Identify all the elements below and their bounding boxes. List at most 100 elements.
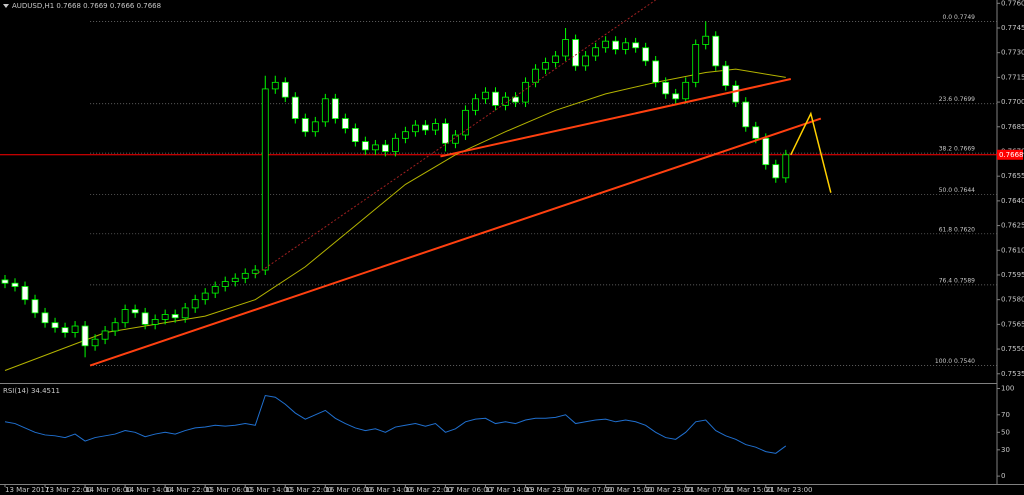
candle-body <box>271 81 279 90</box>
x-tick-label: 21 Mar 15:00 <box>726 486 773 494</box>
candle-body <box>772 164 780 179</box>
candle-body <box>532 68 539 83</box>
trendline <box>89 117 822 367</box>
candle-body <box>742 101 750 128</box>
candle-body <box>752 126 760 139</box>
candle-body <box>121 309 129 324</box>
menu-icon <box>3 4 9 8</box>
candle-body <box>492 91 499 106</box>
y-tick-label: 0.7550 <box>1001 345 1024 353</box>
x-tick-label: 20 Mar 07:00 <box>566 486 613 494</box>
y-tick-label: 0.7625 <box>1001 222 1024 230</box>
candle-body <box>251 269 259 274</box>
x-tick-label: 21 Mar 23:00 <box>766 486 813 494</box>
candle-body <box>432 123 439 131</box>
candle-body <box>201 292 209 301</box>
x-tick-label: 14 Mar 14:00 <box>125 486 172 494</box>
candle-body <box>111 322 119 332</box>
candle-body <box>41 312 49 324</box>
candle-body <box>61 327 69 334</box>
x-tick-label: 20 Mar 15:00 <box>606 486 653 494</box>
fib-label: 23.6 0.7699 <box>939 96 975 103</box>
fib-label: 76.4 0.7589 <box>939 277 975 284</box>
candle-body <box>291 96 299 119</box>
x-tick-label: 13 Mar 2017 <box>5 486 49 494</box>
candle-body <box>311 121 319 133</box>
candle-body <box>512 96 519 103</box>
y-tick-label: 0.7595 <box>1001 271 1024 279</box>
fib-label: 100.0 0.7540 <box>935 358 975 365</box>
candle-body <box>412 124 419 133</box>
candle-body <box>702 35 710 45</box>
candle-body <box>301 118 309 133</box>
candle-body <box>542 62 549 70</box>
fib-label: 50.0 0.7644 <box>939 187 975 194</box>
y-tick-label: 0.7700 <box>1001 98 1024 106</box>
candle-body <box>662 81 670 95</box>
y-tick-label: 0.7535 <box>1001 370 1024 378</box>
rsi-line <box>4 394 787 454</box>
candle-body <box>472 98 479 111</box>
moving-average <box>4 68 786 371</box>
x-tick-label: 19 Mar 23:00 <box>526 486 573 494</box>
candle-body <box>221 281 229 287</box>
candle-body <box>21 286 29 301</box>
fib-label: 38.2 0.7669 <box>939 146 975 153</box>
candle-body <box>482 91 489 100</box>
candle-body <box>612 40 620 50</box>
candle-body <box>101 330 109 340</box>
trendline <box>440 78 792 158</box>
x-tick-label: 13 Mar 22:00 <box>45 486 92 494</box>
candle-body <box>1 279 9 284</box>
candle-body <box>331 98 339 119</box>
candle-body <box>422 124 429 131</box>
y-tick-label: 0.7640 <box>1001 197 1024 205</box>
x-tick-label: 16 Mar 14:00 <box>365 486 412 494</box>
y-tick-label: 0.7730 <box>1001 49 1024 57</box>
x-tick-label: 16 Mar 06:00 <box>325 486 372 494</box>
candle-body <box>452 134 459 144</box>
fib-label: 0.0 0.7749 <box>943 14 976 21</box>
x-tick-label: 16 Mar 22:00 <box>405 486 452 494</box>
candle-body <box>211 286 219 294</box>
candle-body <box>281 81 289 98</box>
x-tick-label: 14 Mar 22:00 <box>165 486 212 494</box>
rsi-tick-label: 100 <box>1001 385 1014 393</box>
candle-body <box>712 35 720 67</box>
candle-body <box>522 81 529 103</box>
candle-body <box>502 96 509 106</box>
candle-body <box>361 141 369 151</box>
candle-body <box>782 154 790 179</box>
candle-body <box>351 128 359 143</box>
trendline <box>790 111 832 193</box>
x-tick-label: 20 Mar 23:00 <box>646 486 693 494</box>
candle-body <box>762 137 770 166</box>
y-tick-label: 0.7745 <box>1001 24 1024 32</box>
candle-body <box>562 39 569 57</box>
candle-body <box>191 299 199 309</box>
x-tick-label: 21 Mar 07:00 <box>686 486 733 494</box>
x-tick-label: 14 Mar 06:00 <box>85 486 132 494</box>
chart-title: AUDUSD,H1 0.7668 0.7669 0.7666 0.7668 <box>12 2 161 10</box>
candle-body <box>391 137 399 152</box>
candle-body <box>51 322 59 329</box>
candle-body <box>381 144 389 152</box>
candle-body <box>582 55 589 67</box>
candle-body <box>732 85 740 103</box>
candle-body <box>341 118 349 129</box>
candle-body <box>442 123 449 144</box>
candle-body <box>231 277 239 282</box>
y-tick-label: 0.7715 <box>1001 73 1024 81</box>
y-tick-label: 0.7565 <box>1001 320 1024 328</box>
candle-body <box>572 39 579 67</box>
candle-body <box>682 81 690 100</box>
candle-body <box>692 44 700 83</box>
candle-body <box>652 60 660 83</box>
candle-body <box>91 338 99 347</box>
y-tick-label: 0.7610 <box>1001 246 1024 254</box>
x-tick-label: 17 Mar 06:00 <box>445 486 492 494</box>
candle-body <box>462 109 469 136</box>
rsi-title: RSI(14) 34.4511 <box>3 387 60 395</box>
